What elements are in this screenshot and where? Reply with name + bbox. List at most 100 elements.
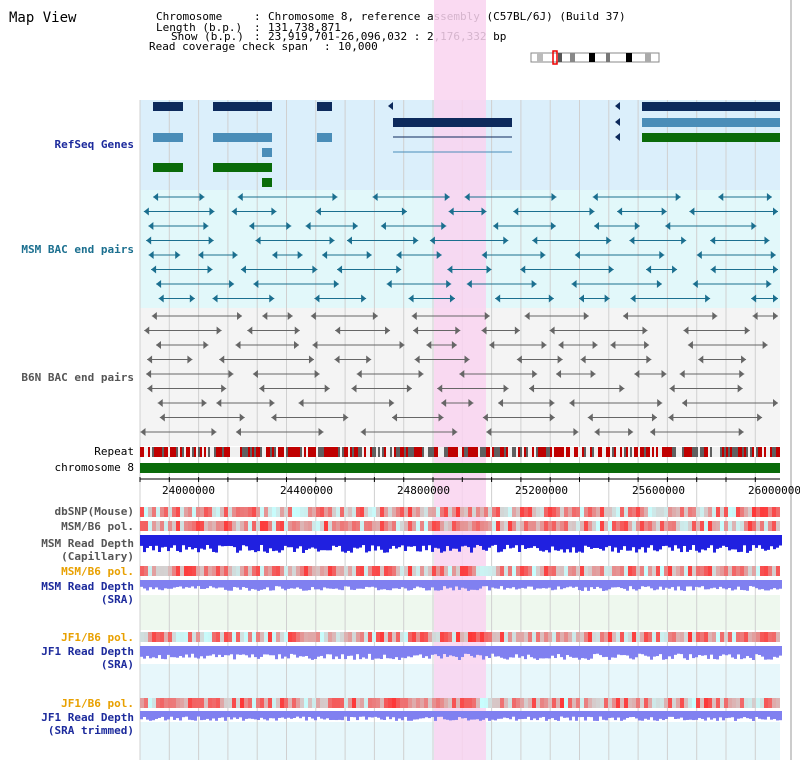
- depth-bar: [704, 646, 707, 656]
- heat-cell: [556, 507, 560, 517]
- heat-cell: [288, 507, 292, 517]
- refseq-genes[interactable]: [153, 102, 780, 187]
- depth-bar: [614, 711, 617, 721]
- depth-bar: [350, 646, 353, 656]
- heat-cell: [664, 632, 668, 642]
- repeat-cell: [340, 447, 342, 457]
- repeat-cell: [614, 447, 616, 457]
- track-label-refseq[interactable]: RefSeq Genes: [54, 138, 134, 151]
- depth-bar: [341, 535, 344, 552]
- depth-bar: [449, 580, 452, 588]
- heat-cell: [760, 632, 764, 642]
- heat-cell: [220, 632, 224, 642]
- depth-bar: [275, 646, 278, 660]
- b6n-bac-pair-end: [147, 355, 153, 364]
- heat-cell: [428, 632, 432, 642]
- depth-bar: [494, 646, 497, 657]
- heat-cell: [696, 521, 700, 531]
- depth-bar: [320, 535, 323, 551]
- depth-bar: [527, 535, 530, 549]
- depth-bar: [479, 711, 482, 721]
- depth-bar: [242, 646, 245, 655]
- depth-bar: [674, 535, 677, 546]
- msm-bac-pair-end: [532, 236, 538, 245]
- repeat-cell: [292, 447, 294, 457]
- msm-bac-pair-end: [361, 294, 367, 303]
- depth-bar: [470, 580, 473, 590]
- heat-cell: [180, 632, 184, 642]
- repeat-cell: [512, 447, 514, 457]
- msm-bac-pair-end: [448, 207, 454, 216]
- depth-bar: [734, 535, 737, 550]
- repeat-cell: [184, 447, 186, 457]
- length-label: Length (b.p.): [156, 21, 243, 34]
- depth-bar: [416, 646, 419, 656]
- b6n-bac-pair-end: [294, 326, 300, 335]
- depth-bar: [422, 535, 425, 546]
- msm-bac-pair-end: [444, 193, 450, 201]
- heat-cell: [184, 566, 188, 576]
- heat-cell: [364, 698, 368, 708]
- depth-bar: [425, 535, 428, 551]
- heat-cell: [388, 507, 392, 517]
- heat-cell: [524, 632, 528, 642]
- heat-cell: [616, 632, 620, 642]
- heat-cell: [644, 632, 648, 642]
- heat-cell: [160, 632, 164, 642]
- heat-cell: [752, 566, 756, 576]
- depth-bar: [380, 580, 383, 590]
- depth-bar: [377, 535, 380, 547]
- depth-bar: [407, 711, 410, 721]
- msm-bac-end-pairs[interactable]: [143, 193, 778, 303]
- b6n-bac-end-pairs[interactable]: [140, 312, 778, 436]
- depth-bar: [410, 646, 413, 658]
- b6n-bac-pair-end: [623, 312, 629, 320]
- heat-cell: [232, 632, 236, 642]
- heat-cell: [640, 566, 644, 576]
- depth-bar: [386, 646, 389, 659]
- heat-cell: [528, 521, 532, 531]
- depth-bar: [737, 535, 740, 553]
- depth-bar: [263, 646, 266, 655]
- depth-bar: [653, 535, 656, 551]
- repeat-cell: [188, 447, 190, 457]
- repeat-cell: [532, 447, 534, 457]
- repeat-cell: [486, 447, 488, 457]
- depth-bar: [140, 580, 143, 587]
- heat-cell: [444, 507, 448, 517]
- b6n-bac-pair-end: [556, 370, 562, 378]
- heat-cell: [684, 507, 688, 517]
- depth-bar: [728, 646, 731, 655]
- heat-cell: [620, 566, 624, 576]
- depth-bar: [455, 711, 458, 720]
- depth-bar: [278, 711, 281, 718]
- heat-cell: [176, 507, 180, 517]
- heat-cell: [344, 632, 348, 642]
- heat-cell: [408, 632, 412, 642]
- depth-bar: [251, 646, 254, 655]
- depth-bar: [725, 535, 728, 547]
- depth-bar: [170, 711, 173, 717]
- heat-cell: [732, 507, 736, 517]
- depth-bar: [668, 711, 671, 717]
- heat-cell: [348, 521, 352, 531]
- heat-cell: [356, 566, 360, 576]
- track-label-msm-depth-sra-sub: (SRA): [100, 593, 134, 606]
- heat-cell: [224, 507, 228, 517]
- repeat-cell: [736, 447, 738, 457]
- track-label-msm-bac[interactable]: MSM BAC end pairs: [21, 243, 134, 256]
- depth-bar: [368, 711, 371, 718]
- heat-cell: [368, 632, 372, 642]
- track-label-jf1-depth-sra: JF1 Read Depth: [41, 645, 134, 658]
- depth-bar: [476, 711, 479, 720]
- depth-bar: [776, 580, 779, 590]
- depth-bar: [518, 535, 521, 552]
- depth-bar: [251, 535, 254, 551]
- heat-cell: [164, 566, 168, 576]
- track-label-b6n-bac[interactable]: B6N BAC end pairs: [21, 371, 134, 384]
- repeat-cell: [348, 447, 350, 457]
- heat-cell: [492, 698, 496, 708]
- chromosome-ideogram[interactable]: [530, 50, 660, 65]
- depth-bar: [503, 580, 506, 590]
